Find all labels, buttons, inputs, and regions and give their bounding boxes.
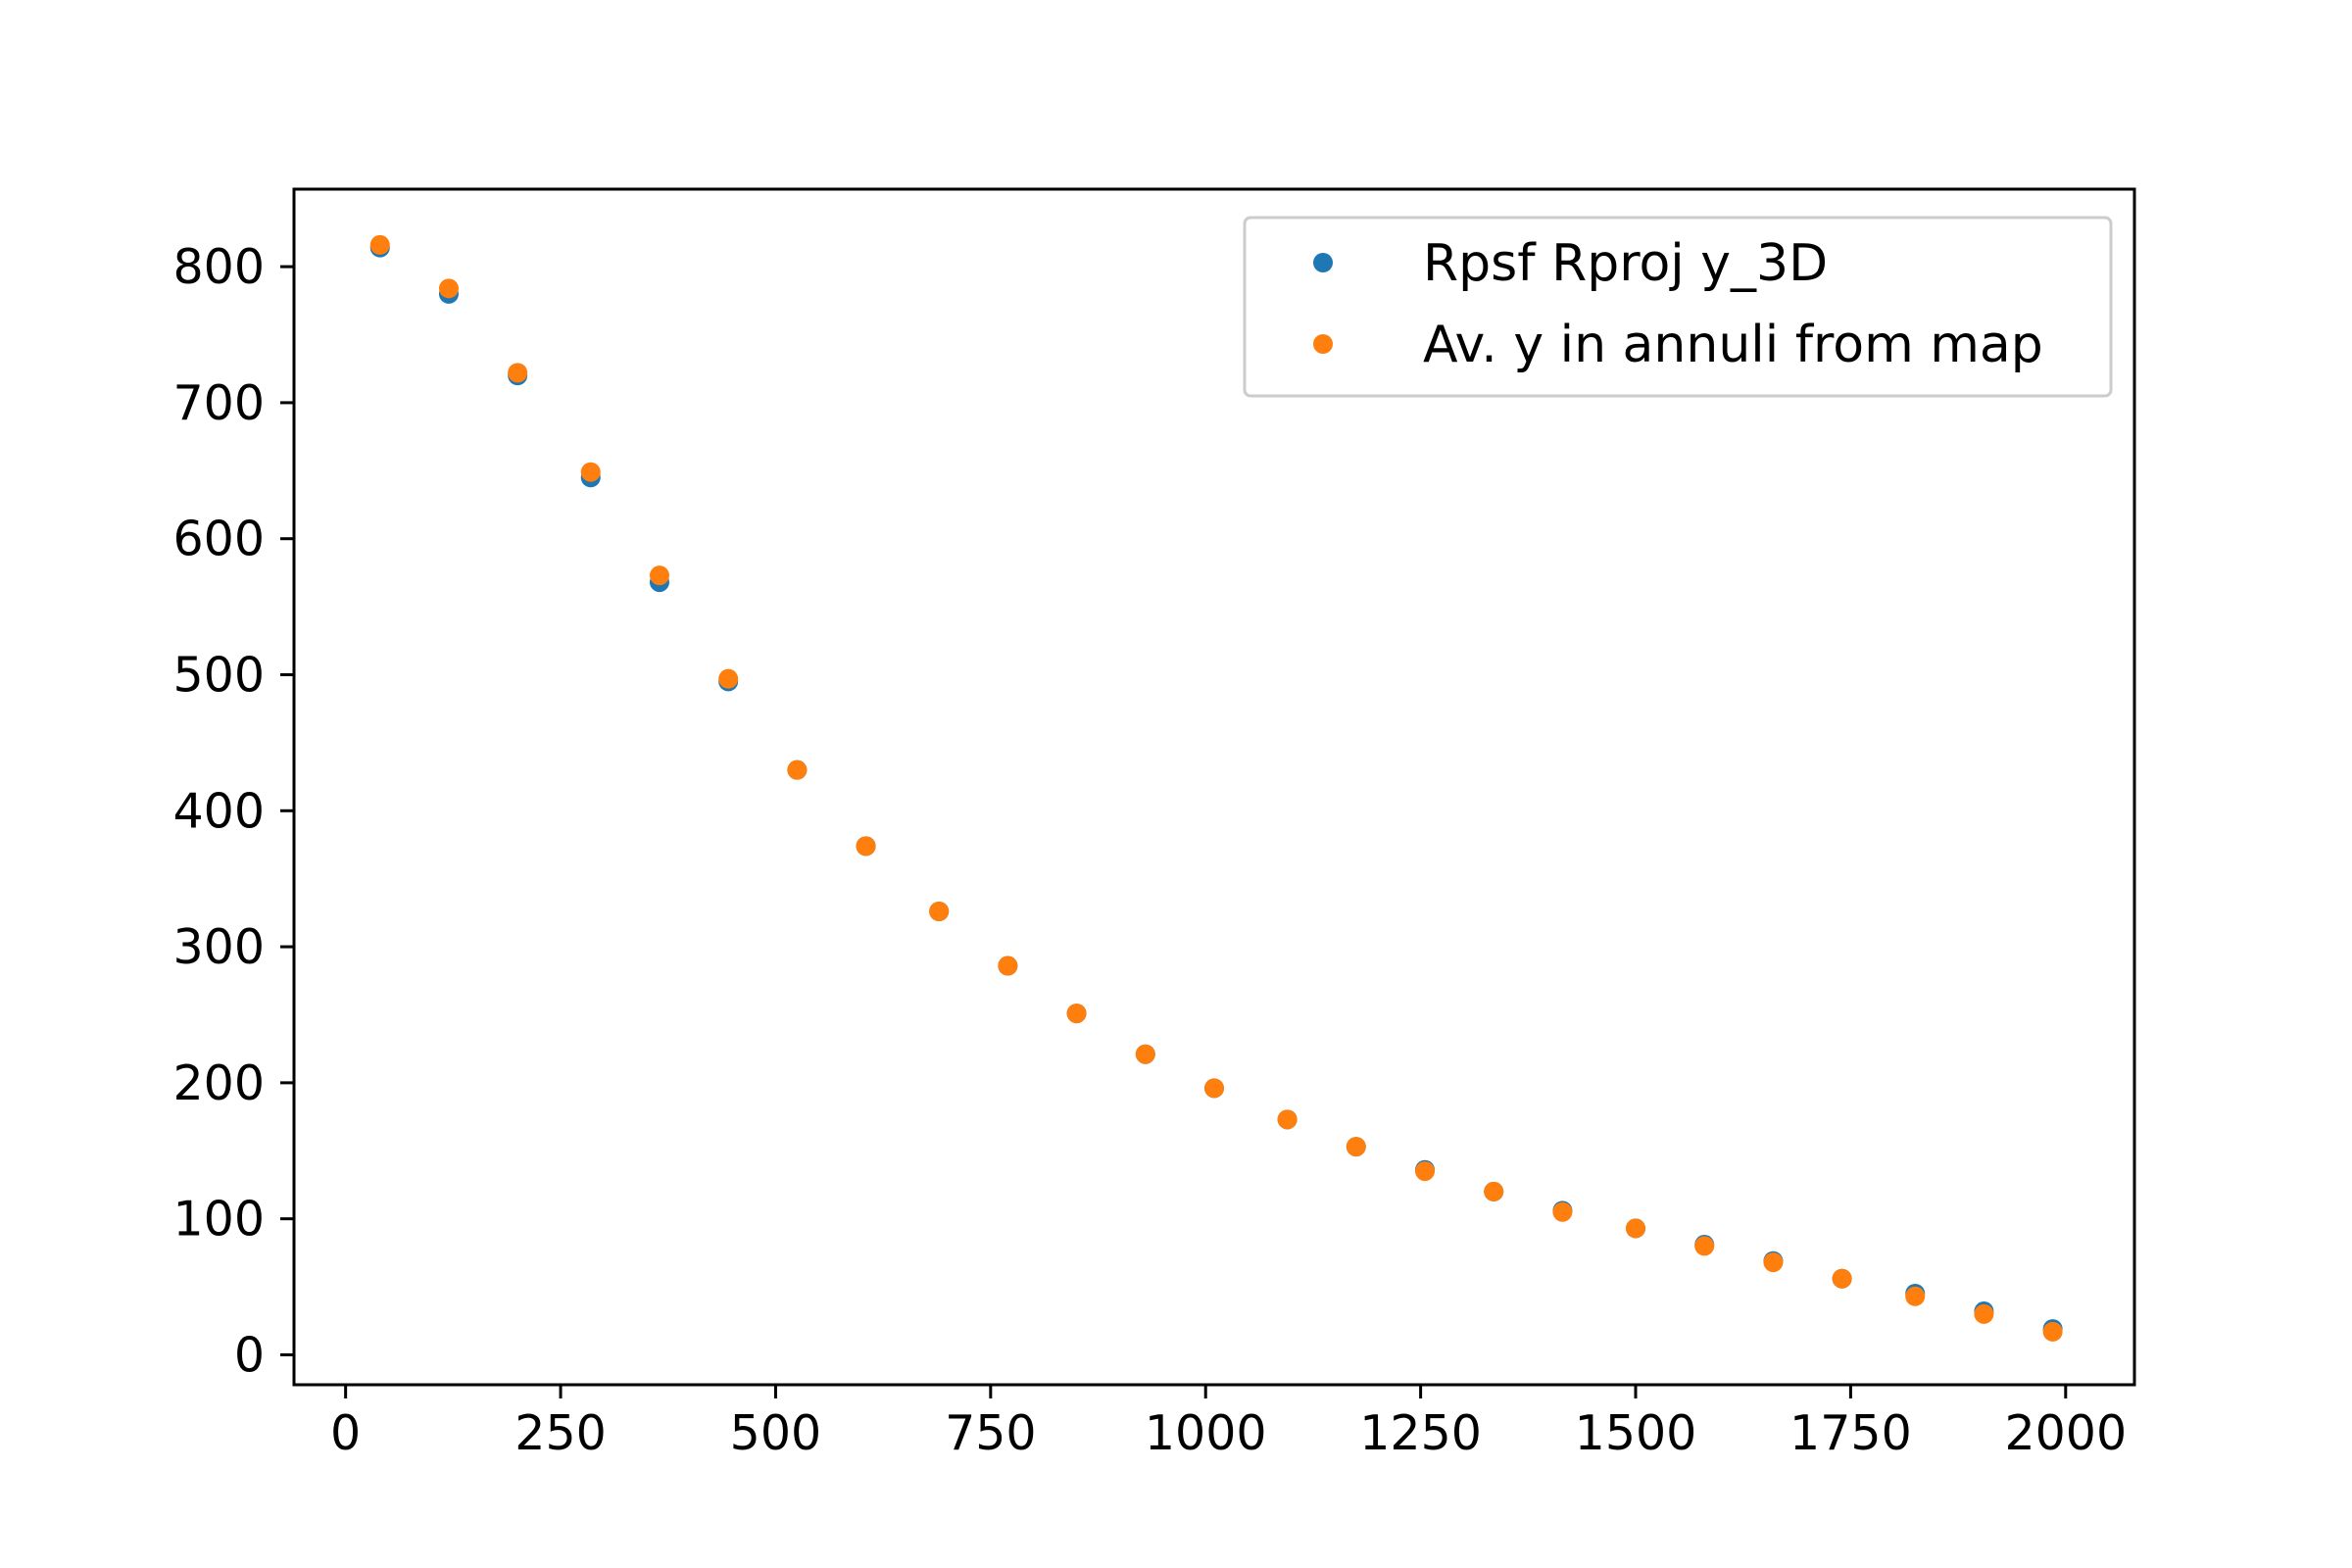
y-tick-label: 700 — [172, 375, 265, 431]
data-point — [929, 901, 950, 921]
y-tick-label: 300 — [172, 919, 265, 975]
y-tick-label: 0 — [234, 1327, 265, 1383]
data-point — [580, 462, 601, 482]
axes-frame — [292, 187, 2136, 1387]
x-tick-label: 1250 — [1359, 1405, 1482, 1461]
y-tick-label: 600 — [172, 512, 265, 567]
data-point — [1415, 1161, 1436, 1182]
data-point — [649, 565, 669, 586]
data-point — [1346, 1137, 1366, 1157]
data-point — [718, 668, 739, 689]
data-point — [508, 363, 528, 383]
legend-label-av-y: Av. y in annuli from map — [1423, 316, 2043, 374]
y-tick-label: 500 — [172, 647, 265, 703]
x-tick-label: 0 — [330, 1405, 361, 1461]
y-tick-label: 800 — [172, 239, 265, 295]
y-axis: 0 100 200 300 400 500 600 700 800 — [172, 239, 294, 1383]
x-axis: 0 250 500 750 1000 1250 1500 1750 2000 — [330, 1385, 2127, 1461]
data-point — [1974, 1303, 1994, 1324]
data-point — [1066, 1004, 1087, 1024]
data-point — [1552, 1201, 1573, 1222]
data-point — [1832, 1268, 1852, 1289]
x-tick-label: 1750 — [1789, 1405, 1912, 1461]
legend: Rpsf Rproj y_3D Av. y in annuli from map — [1243, 216, 2113, 398]
data-point — [1484, 1181, 1504, 1201]
legend-label-rpsf: Rpsf Rproj y_3D — [1423, 234, 1828, 293]
data-point — [2042, 1321, 2063, 1342]
x-tick-label: 1500 — [1575, 1405, 1697, 1461]
data-point — [1626, 1218, 1646, 1239]
data-point — [438, 278, 459, 299]
data-point — [1763, 1252, 1784, 1273]
data-point — [369, 234, 390, 255]
data-point — [998, 956, 1018, 976]
data-point — [1135, 1044, 1155, 1064]
plot-area — [369, 234, 2063, 1342]
x-tick-label: 500 — [730, 1405, 822, 1461]
x-tick-label: 250 — [514, 1405, 607, 1461]
x-tick-label: 2000 — [2004, 1405, 2127, 1461]
legend-box — [1243, 216, 2113, 398]
y-tick-label: 400 — [172, 783, 265, 839]
legend-marker-rpsf — [1313, 253, 1333, 272]
x-tick-label: 1000 — [1145, 1405, 1267, 1461]
data-point — [787, 760, 808, 780]
legend-marker-av-y — [1313, 334, 1333, 354]
data-point — [856, 836, 876, 857]
x-tick-label: 750 — [945, 1405, 1037, 1461]
series-av-y-in-annuli — [369, 234, 2063, 1342]
data-point — [1694, 1236, 1715, 1256]
y-tick-label: 100 — [172, 1192, 265, 1248]
data-point — [1905, 1286, 1926, 1306]
data-point — [1204, 1078, 1224, 1099]
y-tick-label: 200 — [172, 1055, 265, 1111]
data-point — [1277, 1109, 1298, 1130]
